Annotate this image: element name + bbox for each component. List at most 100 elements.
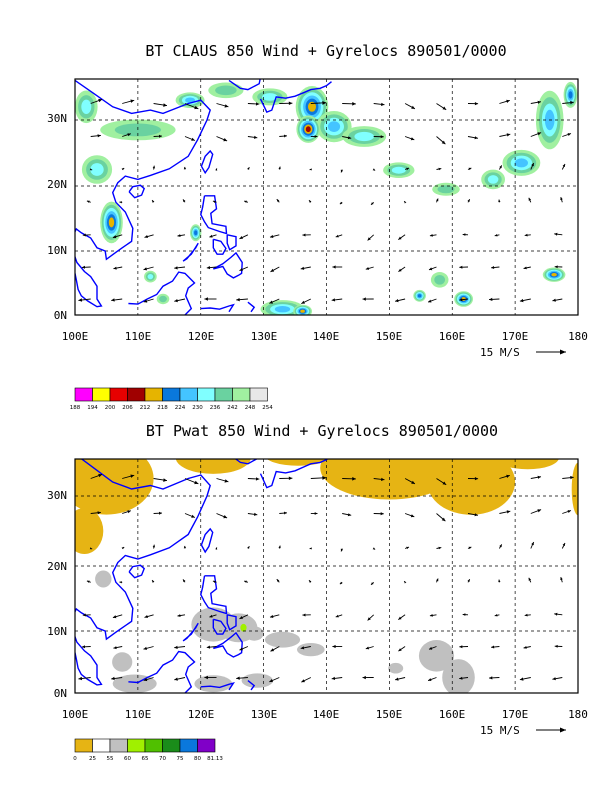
top-wind-vector [144, 234, 154, 238]
top-coastline-segment [128, 271, 196, 315]
bottom-wind-vector [362, 675, 374, 680]
top-field-contour [274, 306, 291, 313]
bottom-colorbar-label: 60 [124, 756, 131, 762]
bottom-wind-vector [82, 613, 91, 617]
top-wind-vector [81, 265, 91, 269]
top-wind-vector [86, 200, 91, 203]
bottom-plot-frame [74, 458, 579, 694]
top-wind-vector [143, 298, 154, 303]
top-wind-vector [403, 200, 407, 204]
top-coastline-segment [247, 301, 256, 313]
bottom-colorbar-swatch [179, 738, 198, 753]
top-wind-vector [524, 233, 531, 237]
bottom-wind-vector [370, 581, 375, 586]
top-colorbar: 188 194 200 206 212 218 224 230 236 242 248 254 [70, 387, 273, 411]
top-wind-vector [184, 136, 196, 141]
bottom-wind-vector [247, 477, 260, 481]
top-wind-vector [183, 166, 187, 170]
top-y-tick: 10N [47, 244, 67, 257]
bottom-wind-vector [519, 677, 531, 681]
bottom-field-contour [194, 675, 233, 693]
top-wind-vector [216, 103, 229, 108]
top-wind-vector [554, 265, 563, 269]
bottom-wind-vector [122, 474, 135, 479]
top-field-contour [108, 217, 115, 228]
top-wind-vector [462, 233, 469, 236]
bottom-wind-vector [119, 581, 123, 584]
top-wind-vector [300, 266, 311, 270]
top-wind-vector [90, 134, 101, 138]
bottom-wind-vector [301, 677, 311, 683]
bottom-wind-vector [184, 478, 199, 485]
bottom-wind-vector [269, 614, 280, 618]
bottom-coastline-segment [247, 680, 256, 691]
bottom-wind-vector [436, 546, 442, 550]
bottom-field-contour [75, 508, 104, 554]
top-wind-vector [494, 234, 500, 237]
top-colorbar-swatch [162, 387, 181, 402]
bottom-wind-vector [394, 677, 406, 681]
top-colorbar-label: 218 [157, 405, 168, 411]
bottom-wind-vector [182, 579, 186, 583]
bottom-wind-vector [309, 547, 312, 550]
top-wind-vector [467, 102, 479, 106]
bottom-wind-vector [152, 544, 156, 549]
top-y-tick: 20N [47, 178, 67, 191]
top-wind-vector [215, 168, 218, 171]
top-colorbar-label: 194 [87, 405, 98, 411]
bottom-wind-vector [216, 513, 228, 519]
top-wind-vector [151, 199, 155, 203]
bottom-wind-vector [560, 576, 563, 583]
top-colorbar-swatch [92, 387, 111, 402]
top-wind-vector [530, 162, 535, 170]
bottom-coastline-segment [259, 459, 329, 489]
top-y-tick: 30N [47, 112, 67, 125]
top-coastline-segment [200, 303, 235, 313]
bottom-field-contour [75, 459, 154, 515]
top-colorbar-swatch [144, 387, 163, 402]
bottom-wind-vectors [78, 473, 574, 683]
top-coastline [75, 79, 332, 315]
top-colorbar-label: 200 [105, 405, 116, 411]
top-wind-vector [467, 198, 471, 203]
top-wind-vector [373, 135, 384, 139]
bottom-wind-vector [209, 614, 217, 618]
bottom-wind-vector [279, 476, 293, 480]
bottom-wind-vector [122, 510, 131, 514]
bottom-wind-vector [342, 513, 352, 517]
bottom-wind-vector [530, 509, 542, 514]
bottom-coastline-segment [269, 692, 272, 693]
bottom-colorbar-label: 75 [177, 756, 184, 762]
bottom-reference-vector: 15 M/S [480, 724, 566, 737]
top-x-tick: 180 [568, 330, 588, 343]
top-coastline-segment [226, 234, 237, 251]
bottom-x-tick: 180 [568, 708, 588, 721]
bottom-wind-vector [372, 547, 376, 550]
top-field-contour [437, 185, 455, 194]
top-wind-vector [279, 134, 288, 138]
bottom-coastline-segment [212, 631, 243, 658]
bottom-colorbar-swatch [92, 738, 111, 753]
bottom-x-tick: 150E [376, 708, 403, 721]
top-title: BT CLAUS 850 Wind + Gyrelocs 890501/0000 [145, 42, 506, 60]
bottom-wind-vector [121, 546, 125, 550]
bottom-y-tick: 20N [47, 560, 67, 573]
top-wind-vector [519, 298, 531, 303]
top-wind-vector [436, 198, 439, 203]
top-colorbar-label: 224 [175, 405, 186, 411]
top-wind-vector [301, 298, 311, 305]
bottom-x-tick: 160E [439, 708, 466, 721]
top-wind-vector [90, 98, 103, 104]
top-wind-vector [209, 234, 217, 238]
bottom-wind-vector [247, 545, 250, 549]
top-wind-vector [177, 234, 186, 237]
bottom-wind-vector [404, 546, 410, 550]
top-coastline-segment [212, 238, 227, 255]
top-wind-vector [394, 298, 406, 303]
bottom-wind-vector [300, 646, 311, 650]
top-wind-vector [459, 265, 469, 269]
bottom-wind-vector [365, 646, 374, 650]
top-wind-vector [121, 167, 125, 171]
top-wind-vector [89, 168, 93, 171]
bottom-wind-vector [528, 577, 532, 583]
